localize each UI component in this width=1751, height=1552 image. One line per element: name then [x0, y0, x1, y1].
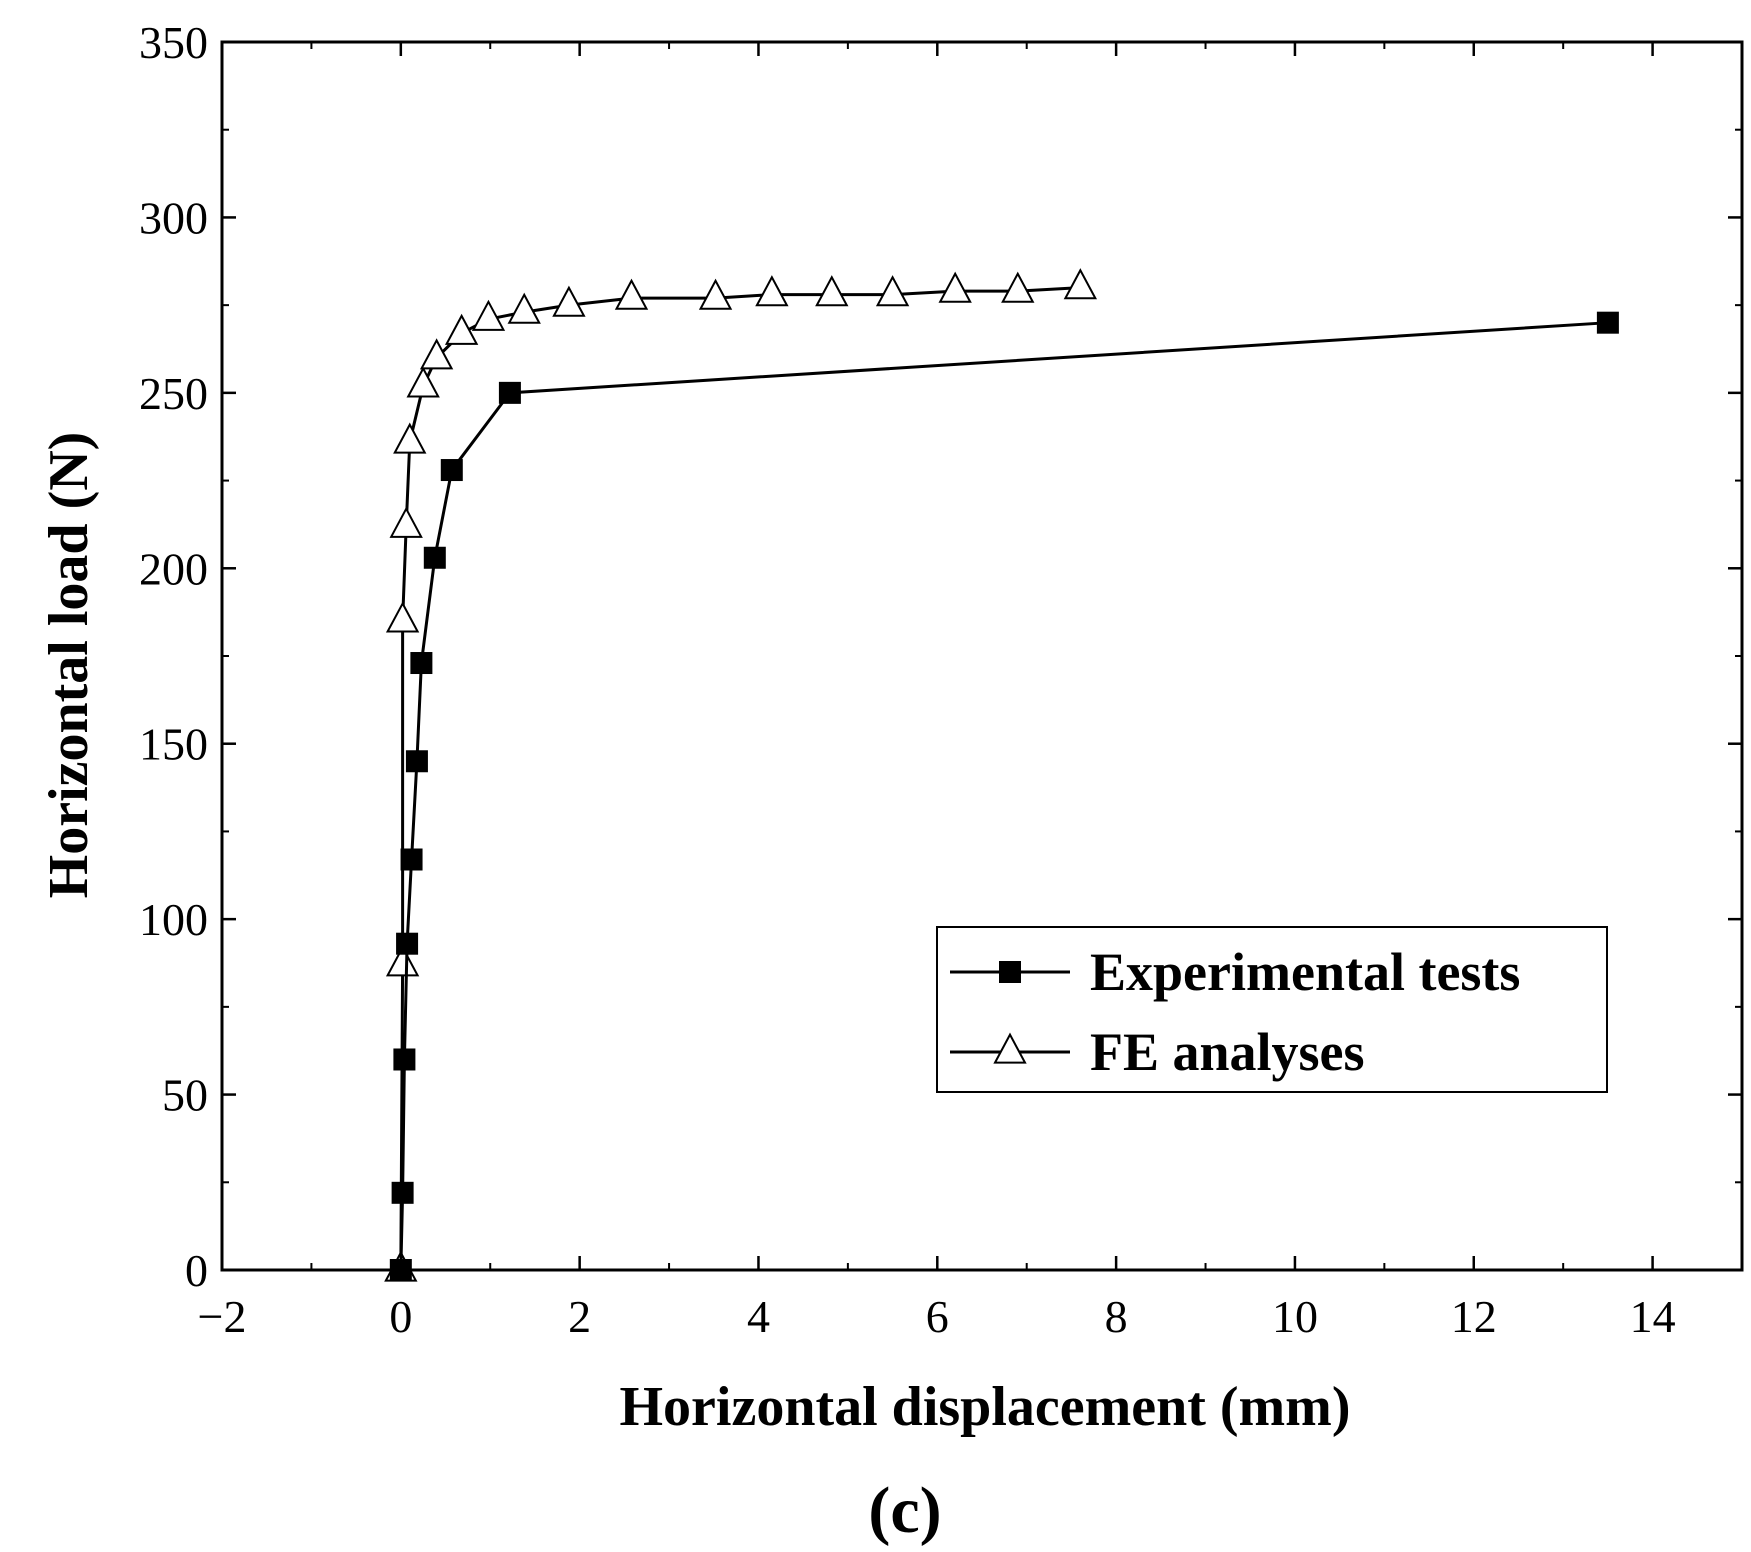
- y-tick-label: 350: [139, 17, 208, 68]
- y-tick-label: 100: [139, 894, 208, 945]
- data-point: [614, 278, 649, 310]
- data-point: [406, 366, 440, 398]
- y-tick-label: 250: [139, 368, 208, 419]
- data-point: [815, 275, 849, 307]
- y-tick-label: 150: [139, 719, 208, 770]
- x-tick-label: 12: [1451, 1291, 1497, 1342]
- x-tick-label: 6: [926, 1291, 949, 1342]
- data-point: [393, 1048, 416, 1071]
- data-point: [1596, 311, 1619, 334]
- data-point: [405, 750, 428, 773]
- data-point: [507, 292, 541, 324]
- x-tick-label: 10: [1272, 1291, 1318, 1342]
- series-fe-analyses: [384, 268, 1098, 1282]
- data-point: [410, 652, 433, 675]
- data-point: [698, 278, 733, 310]
- x-tick-label: 8: [1105, 1291, 1128, 1342]
- data-point: [471, 299, 506, 331]
- x-tick-label: 4: [747, 1291, 770, 1342]
- legend-marker: [993, 1032, 1027, 1064]
- data-point: [444, 313, 479, 345]
- y-axis-title: Horizontal load (N): [38, 432, 100, 899]
- y-tick-label: 200: [139, 543, 208, 594]
- series-layer: [384, 268, 1619, 1282]
- data-point: [938, 271, 972, 303]
- data-point: [385, 601, 420, 633]
- x-axis-title: Horizontal displacement (mm): [620, 1376, 1351, 1438]
- data-point: [440, 459, 463, 482]
- data-point: [498, 381, 521, 404]
- data-point: [385, 945, 420, 977]
- x-tick-label: 14: [1630, 1291, 1676, 1342]
- data-point: [1063, 268, 1098, 300]
- data-point: [875, 275, 910, 307]
- data-point: [393, 422, 427, 454]
- data-point: [389, 1259, 412, 1281]
- legend-marker: [999, 961, 1021, 983]
- series-experimental-tests: [389, 311, 1619, 1281]
- data-point: [755, 275, 789, 307]
- data-point: [391, 1181, 414, 1204]
- data-point: [396, 932, 419, 955]
- x-tick-label: −2: [198, 1291, 247, 1342]
- legend-label-fe-analyses: FE analyses: [1090, 1022, 1365, 1082]
- legend-box: [936, 926, 1608, 1093]
- data-point: [400, 848, 423, 871]
- y-tick-label: 50: [162, 1070, 208, 1121]
- panel-label: (c): [868, 1474, 941, 1547]
- data-point: [1001, 271, 1035, 303]
- x-tick-label: 0: [389, 1291, 412, 1342]
- data-point: [423, 546, 446, 569]
- legend-label-experimental-tests: Experimental tests: [1090, 942, 1520, 1002]
- data-point: [389, 506, 423, 538]
- data-point: [419, 338, 454, 370]
- y-tick-label: 300: [139, 192, 208, 243]
- legend: Experimental tests FE analyses: [936, 926, 1608, 1093]
- data-point: [552, 285, 586, 317]
- y-tick-label: 0: [185, 1245, 208, 1296]
- x-tick-label: 2: [568, 1291, 591, 1342]
